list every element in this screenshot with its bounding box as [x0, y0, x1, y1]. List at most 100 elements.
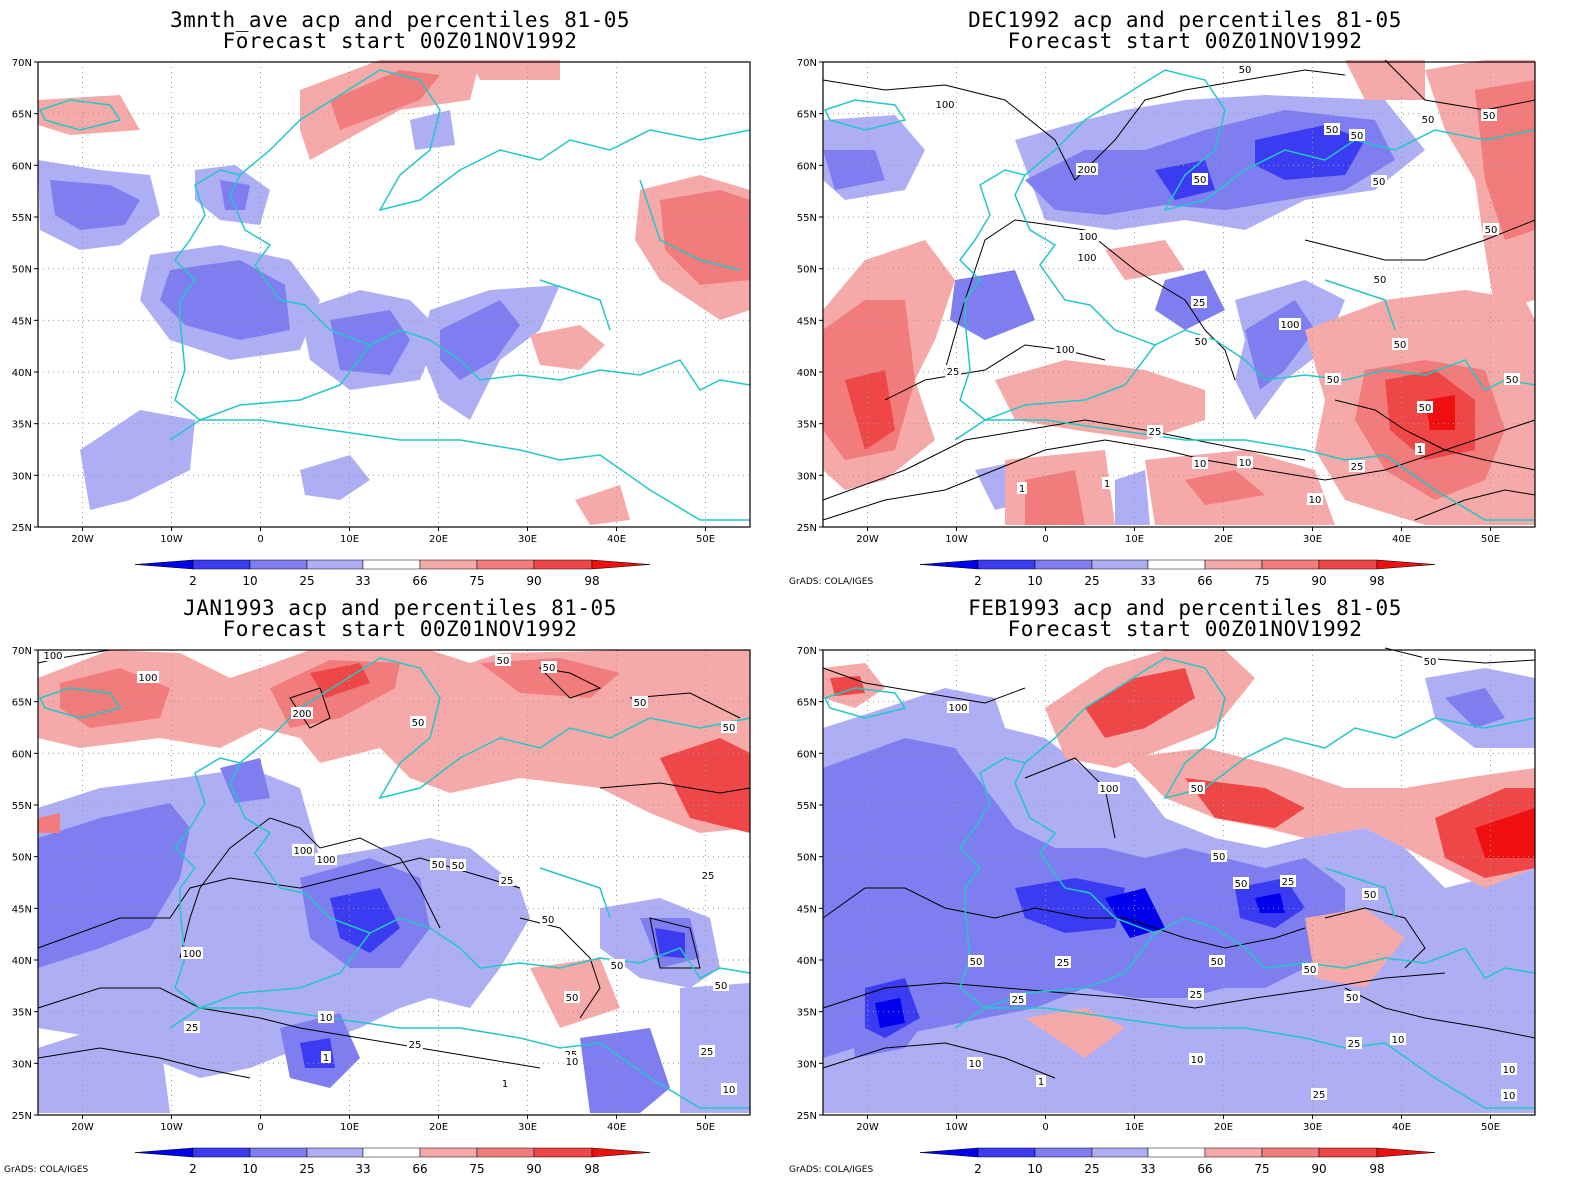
lat-tick-label: 45N [797, 316, 817, 327]
colorbar-swatch [1204, 559, 1263, 570]
contour-label-bg [291, 707, 313, 719]
contour-label: 100 [293, 846, 312, 857]
contour-line [1414, 489, 1536, 521]
contour-label: 25 [186, 1023, 199, 1034]
lon-tick-label: 10W [945, 1122, 968, 1133]
contour-label-bg [1192, 457, 1208, 469]
lat-tick-label: 35N [12, 420, 32, 431]
lat-tick-label: 25N [12, 1111, 32, 1122]
contour-label: 50 [543, 663, 556, 674]
contour-label-bg [564, 991, 580, 1003]
colorbar-label: 2 [189, 1162, 197, 1176]
colorbar-swatch [1376, 559, 1436, 570]
contour-label: 50 [1239, 65, 1252, 76]
lon-tick-label: 0 [1042, 1122, 1048, 1133]
contour-label-bg [1483, 223, 1499, 235]
contour-label-bg [1311, 1088, 1327, 1100]
contour-label-bg [1147, 425, 1163, 437]
contour-label: 1 [323, 1053, 329, 1064]
fill-blue-10 [655, 928, 685, 958]
credit-label: GrADS: COLA/IGES [4, 1165, 89, 1175]
colorbar-swatch [134, 559, 194, 570]
contour-label: 50 [1194, 175, 1207, 186]
contour-label: 1 [1019, 484, 1025, 495]
coastlines [823, 69, 1536, 521]
contour-label: 50 [1351, 131, 1364, 142]
contour-label: 10 [1392, 1035, 1405, 1046]
contour-line [599, 782, 751, 794]
contour-label: 25 [409, 1040, 422, 1051]
contour-label: 50 [1346, 993, 1359, 1004]
lat-tick-label: 70N [12, 646, 32, 657]
panel-jan1993: JAN1993 acp and percentiles 81-05 Foreca… [0, 588, 780, 1186]
colorbar-label: 66 [412, 574, 427, 588]
contour-label: 10 [320, 1013, 333, 1024]
coast-med-north [369, 917, 751, 979]
contour-label: 100 [1078, 232, 1097, 243]
contour-label: 50 [566, 993, 579, 1004]
colorbar-swatch [362, 1147, 421, 1158]
colorbar-swatch [192, 559, 251, 570]
coast-black-sea [539, 867, 611, 919]
fill-red-66 [1125, 748, 1535, 888]
lon-tick-label: 10W [160, 1122, 183, 1133]
contour-label: 50 [542, 915, 555, 926]
lat-tick-label: 65N [797, 698, 817, 709]
colorbar-swatch [1091, 1147, 1149, 1158]
anomaly-fill [38, 650, 750, 1113]
contour-line [822, 1042, 1056, 1079]
fill-red-75 [1025, 470, 1085, 525]
fill-blue-2 [1255, 893, 1285, 913]
contour-label-bg [1098, 782, 1120, 794]
colorbar-label: 90 [526, 574, 541, 588]
lon-tick-label: 20W [856, 534, 879, 545]
panel-title: JAN1993 acp and percentiles 81-05 [183, 596, 617, 620]
lat-tick-label: 25N [12, 523, 32, 534]
contour-line [37, 987, 541, 1069]
contour-label-bg [1055, 956, 1071, 968]
colorbar-label: 90 [526, 1162, 541, 1176]
contour-label-bg [1325, 373, 1341, 385]
contour-label: 50 [1483, 111, 1496, 122]
lon-tick-label: 40E [1392, 534, 1411, 545]
colorbar-label: 33 [355, 574, 370, 588]
credit-label: GrADS: COLA/IGES [789, 577, 874, 587]
lat-tick-label: 50N [12, 265, 32, 276]
lon-tick-label: 30E [518, 1122, 537, 1133]
fill-blue-25 [1155, 270, 1225, 330]
colorbar-label: 66 [1197, 1162, 1212, 1176]
contour-label: 1 [1104, 479, 1110, 490]
lat-tick-label: 30N [797, 471, 817, 482]
lat-tick-label: 60N [12, 161, 32, 172]
lat-tick-label: 60N [797, 161, 817, 172]
contour-label: 50 [1191, 784, 1204, 795]
contour-label-bg [700, 869, 716, 881]
fill-red-66 [530, 325, 605, 370]
contour-label: 100 [1055, 345, 1074, 356]
contour-label: 10 [1503, 1065, 1516, 1076]
fill-blue-10 [1015, 878, 1125, 933]
lon-tick-label: 30E [1303, 534, 1322, 545]
contour-label: 50 [1506, 375, 1519, 386]
colorbar-label: 75 [1254, 1162, 1269, 1176]
lon-tick-label: 20E [1214, 534, 1233, 545]
lat-tick-label: 35N [12, 1008, 32, 1019]
contour-label: 25 [947, 367, 960, 378]
lon-tick-label: 20W [856, 1122, 879, 1133]
contour-line [822, 972, 1446, 1009]
coast-iceland [38, 99, 122, 131]
contour-label-bg [1211, 850, 1227, 862]
contour-label-bg [1054, 343, 1076, 355]
contour-label-bg [1076, 163, 1098, 175]
contour-line [822, 667, 1026, 704]
contour-label-bg [699, 1045, 715, 1057]
contour-line [179, 817, 441, 959]
colorbar-swatch [1261, 559, 1320, 570]
coastlines [38, 69, 751, 521]
fill-blue-33 [80, 410, 195, 510]
colorbar-label: 66 [412, 1162, 427, 1176]
contour-label-bg [1237, 63, 1253, 75]
colorbar-swatch [1147, 1147, 1206, 1158]
contour-label-bg [1189, 1053, 1205, 1065]
contour-loop [538, 667, 602, 699]
